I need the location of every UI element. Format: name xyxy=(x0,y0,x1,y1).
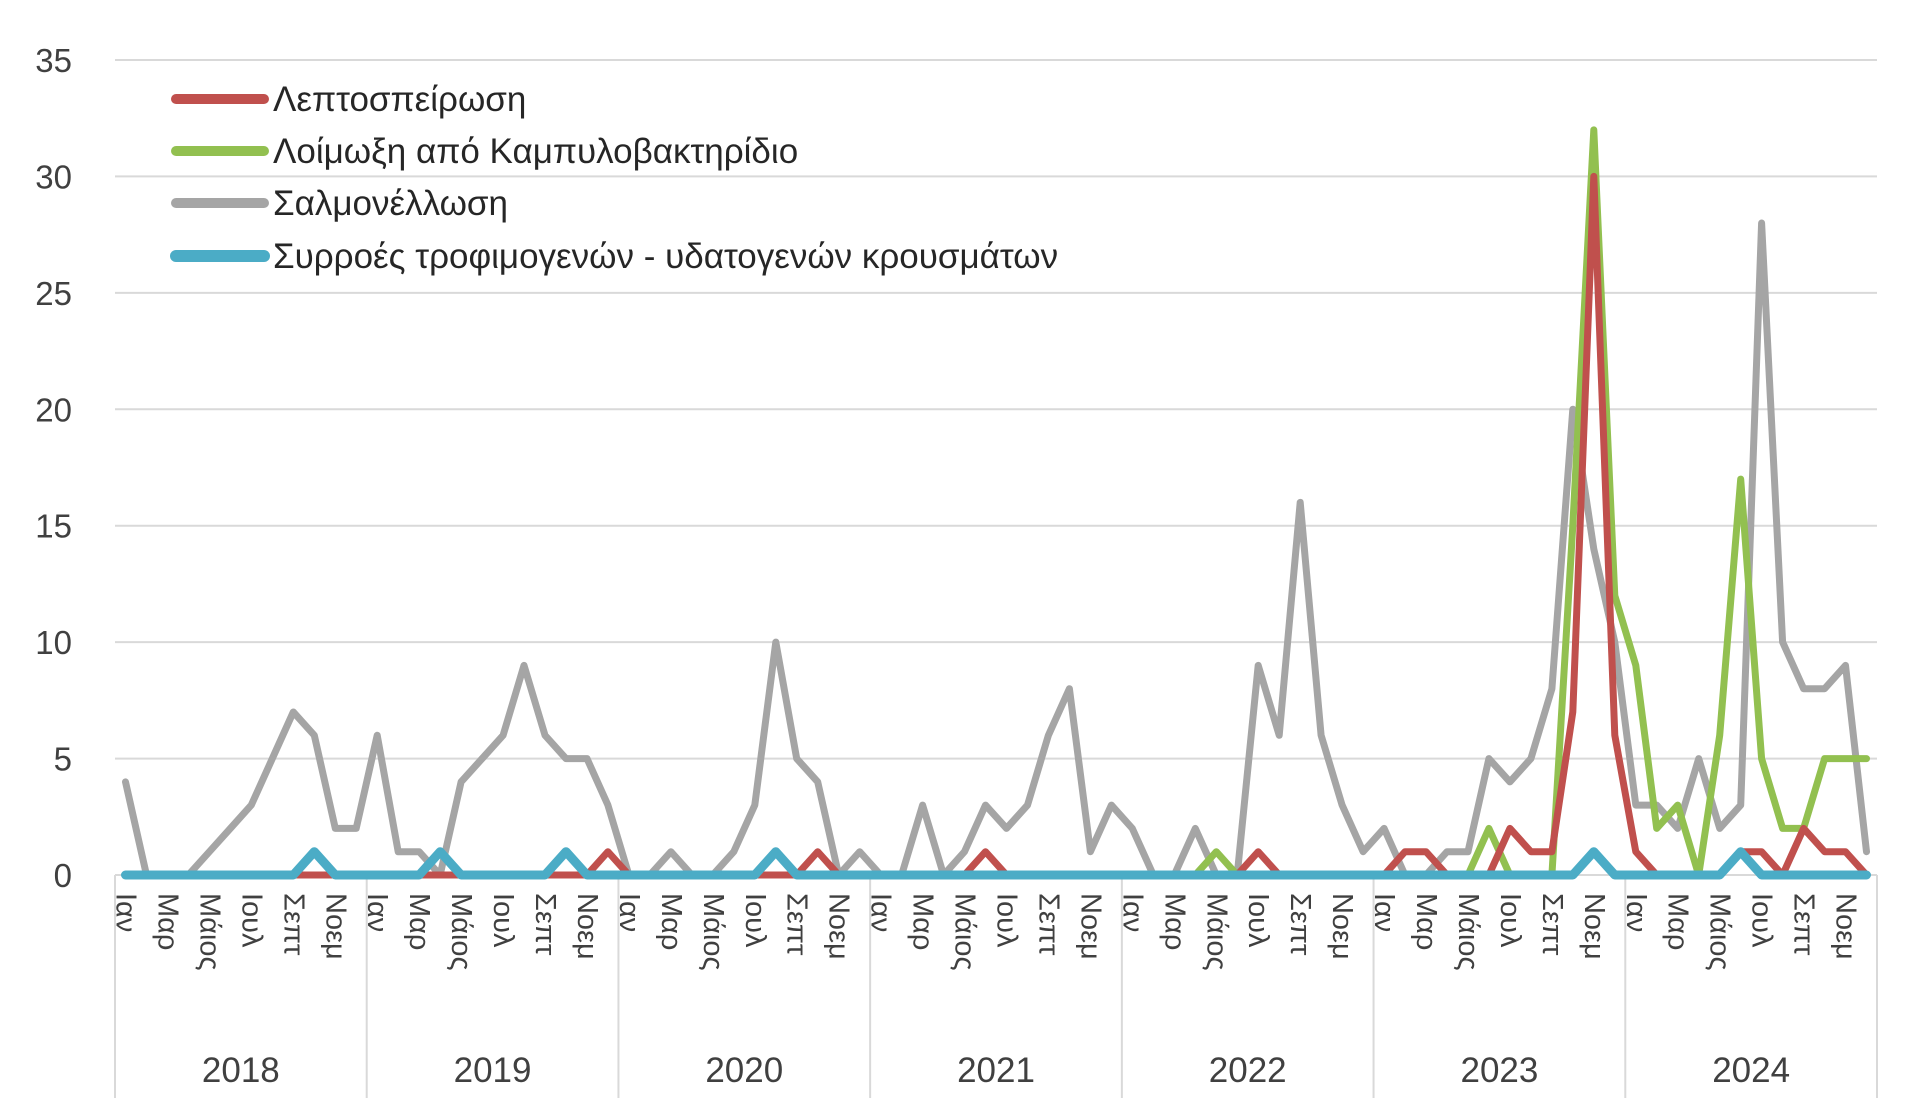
year-label: 2022 xyxy=(1209,1051,1287,1090)
x-tick-label: Νοεμ xyxy=(1578,893,1610,960)
legend-label: Σαλμονέλλωση xyxy=(273,184,508,223)
x-tick-label: Σεπτ xyxy=(1788,893,1820,956)
legend: Λεπτοσπείρωση Λοίμωξη από Καμπυλοβακτηρίδ… xyxy=(170,80,1058,276)
y-tick-label: 35 xyxy=(35,42,72,79)
x-tick-label: Ιουλ xyxy=(1746,893,1778,948)
year-label: 2018 xyxy=(202,1051,280,1090)
x-tick-label: Σεπτ xyxy=(277,893,309,956)
x-tick-label: Μάιος xyxy=(1200,893,1232,970)
x-tick-label: Σεπτ xyxy=(529,893,561,956)
x-tick-label: Μάιος xyxy=(697,893,729,970)
x-tick-label: Μαρ xyxy=(907,893,939,950)
x-tick-label: Μαρ xyxy=(151,893,183,950)
x-tick-label: Μάιος xyxy=(445,893,477,970)
x-tick-label: Σεπτ xyxy=(1284,893,1316,956)
x-tick-label: Μάιος xyxy=(1452,893,1484,970)
x-tick-label: Μαρ xyxy=(403,893,435,950)
legend-label: Λεπτοσπείρωση xyxy=(273,80,526,119)
y-tick-label: 25 xyxy=(35,275,72,312)
legend-label: Συρροές τροφιμογενών - υδατογενών κρουσμ… xyxy=(273,237,1058,276)
x-tick-label: Μάιος xyxy=(949,893,981,970)
x-tick-label: Μάιος xyxy=(1704,893,1736,970)
x-tick-label: Ιουλ xyxy=(990,893,1022,948)
x-tick-label: Ιουλ xyxy=(739,893,771,948)
x-tick-label: Μαρ xyxy=(1158,893,1190,950)
x-tick-label: Ιουλ xyxy=(487,893,519,948)
x-tick-label: Ιουλ xyxy=(1494,893,1526,948)
year-label: 2020 xyxy=(705,1051,783,1090)
x-tick-label: Μαρ xyxy=(1410,893,1442,950)
x-tick-label: Μαρ xyxy=(655,893,687,950)
gridlines xyxy=(115,59,1877,876)
x-tick-label: Νοεμ xyxy=(319,893,351,960)
year-label: 2024 xyxy=(1712,1051,1790,1090)
x-tick-label: Νοεμ xyxy=(1830,893,1862,960)
x-tick-label: Νοεμ xyxy=(823,893,855,960)
x-tick-label: Σεπτ xyxy=(1032,893,1064,956)
x-tick-label: Νοεμ xyxy=(1074,893,1106,960)
series-lines xyxy=(121,126,1871,880)
x-tick-label: Νοεμ xyxy=(1326,893,1358,960)
year-label: 2021 xyxy=(957,1051,1035,1090)
y-tick-label: 20 xyxy=(35,391,72,428)
year-label: 2019 xyxy=(454,1051,532,1090)
x-tick-label: Μάιος xyxy=(193,893,225,970)
x-tick-label: Μαρ xyxy=(1662,893,1694,950)
y-tick-label: 30 xyxy=(35,158,72,195)
y-tick-label: 10 xyxy=(35,624,72,661)
series-line-4 xyxy=(121,847,1871,880)
x-tick-label: Σεπτ xyxy=(781,893,813,956)
y-tick-label: 0 xyxy=(54,857,72,894)
y-axis-ticks: 0 5 10 15 20 25 30 35 xyxy=(35,42,72,894)
x-tick-label: Σεπτ xyxy=(1536,893,1568,956)
x-tick-label: Ιουλ xyxy=(1242,893,1274,948)
y-tick-label: 5 xyxy=(54,741,72,778)
x-tick-label: Νοεμ xyxy=(571,893,603,960)
year-label: 2023 xyxy=(1460,1051,1538,1090)
y-tick-label: 15 xyxy=(35,508,72,545)
x-tick-label: Ιουλ xyxy=(235,893,267,948)
legend-label: Λοίμωξη από Καμπυλοβακτηρίδιο xyxy=(273,132,798,171)
